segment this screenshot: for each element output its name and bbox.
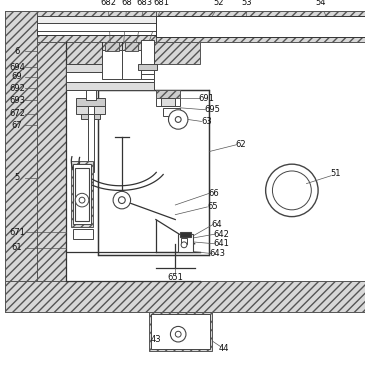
Bar [73, 164, 91, 224]
Circle shape [168, 110, 188, 129]
Text: 5: 5 [14, 173, 20, 182]
Text: 65: 65 [207, 202, 218, 211]
Bar [102, 50, 122, 79]
Bar [5, 281, 365, 312]
Bar [163, 108, 180, 116]
Text: 695: 695 [204, 105, 220, 114]
Text: 693: 693 [9, 96, 25, 105]
Text: 651: 651 [167, 273, 183, 282]
Text: 642: 642 [213, 230, 229, 238]
Bar [37, 23, 300, 31]
Bar [161, 98, 175, 106]
Circle shape [181, 242, 187, 248]
Bar [76, 98, 105, 106]
Bar [138, 64, 157, 70]
Bar [149, 312, 212, 351]
Circle shape [266, 164, 318, 217]
Text: 6: 6 [14, 47, 20, 56]
Text: 52: 52 [214, 0, 224, 8]
Text: 694: 694 [9, 63, 25, 72]
Text: 62: 62 [235, 140, 246, 149]
Text: 671: 671 [9, 228, 25, 237]
Text: 641: 641 [213, 239, 229, 248]
Bar [5, 10, 37, 312]
Bar [67, 72, 154, 82]
Bar [73, 229, 93, 239]
Bar [151, 314, 210, 349]
Text: 692: 692 [9, 84, 25, 93]
Text: 683: 683 [136, 0, 152, 8]
Bar [86, 90, 95, 100]
Text: 43: 43 [151, 334, 161, 344]
Text: 682: 682 [100, 0, 116, 8]
Bar [88, 106, 94, 125]
Circle shape [175, 331, 181, 337]
Bar [81, 114, 101, 120]
Text: 44: 44 [219, 344, 229, 353]
Bar [156, 10, 365, 42]
Text: 54: 54 [316, 0, 326, 8]
Text: 63: 63 [201, 117, 212, 126]
Bar [153, 316, 208, 347]
Bar [156, 15, 365, 37]
Text: 69: 69 [11, 72, 22, 81]
Bar [5, 10, 365, 42]
Text: 61: 61 [11, 243, 22, 252]
Text: 66: 66 [209, 189, 219, 198]
Text: 691: 691 [198, 94, 214, 103]
Bar [122, 50, 141, 79]
Circle shape [171, 326, 186, 342]
Bar [156, 90, 180, 98]
Circle shape [175, 117, 181, 122]
Text: 68: 68 [121, 0, 132, 8]
Text: 643: 643 [209, 249, 225, 258]
Text: 67: 67 [11, 121, 22, 130]
Bar [37, 15, 300, 23]
Bar [37, 42, 365, 281]
Bar [98, 90, 209, 255]
Text: 672: 672 [9, 109, 25, 118]
Bar [141, 50, 154, 79]
Bar [67, 82, 154, 90]
Bar [67, 64, 154, 72]
Bar [178, 234, 193, 252]
Text: 64: 64 [212, 220, 222, 229]
Bar [67, 42, 199, 64]
Bar [75, 168, 89, 220]
Text: 51: 51 [330, 170, 341, 178]
Circle shape [272, 171, 311, 210]
Circle shape [75, 194, 89, 207]
Bar [37, 42, 67, 281]
Bar [181, 238, 187, 244]
Text: 681: 681 [154, 0, 170, 8]
Bar [76, 106, 105, 114]
Bar [71, 161, 93, 227]
Text: 53: 53 [241, 0, 252, 8]
Circle shape [79, 197, 85, 203]
Circle shape [118, 197, 125, 204]
Bar [125, 42, 138, 51]
Circle shape [113, 191, 131, 209]
Bar [37, 15, 188, 35]
Bar [156, 90, 180, 106]
Bar [180, 232, 191, 237]
Bar [88, 114, 94, 172]
Bar [141, 40, 154, 74]
Bar [105, 42, 119, 51]
